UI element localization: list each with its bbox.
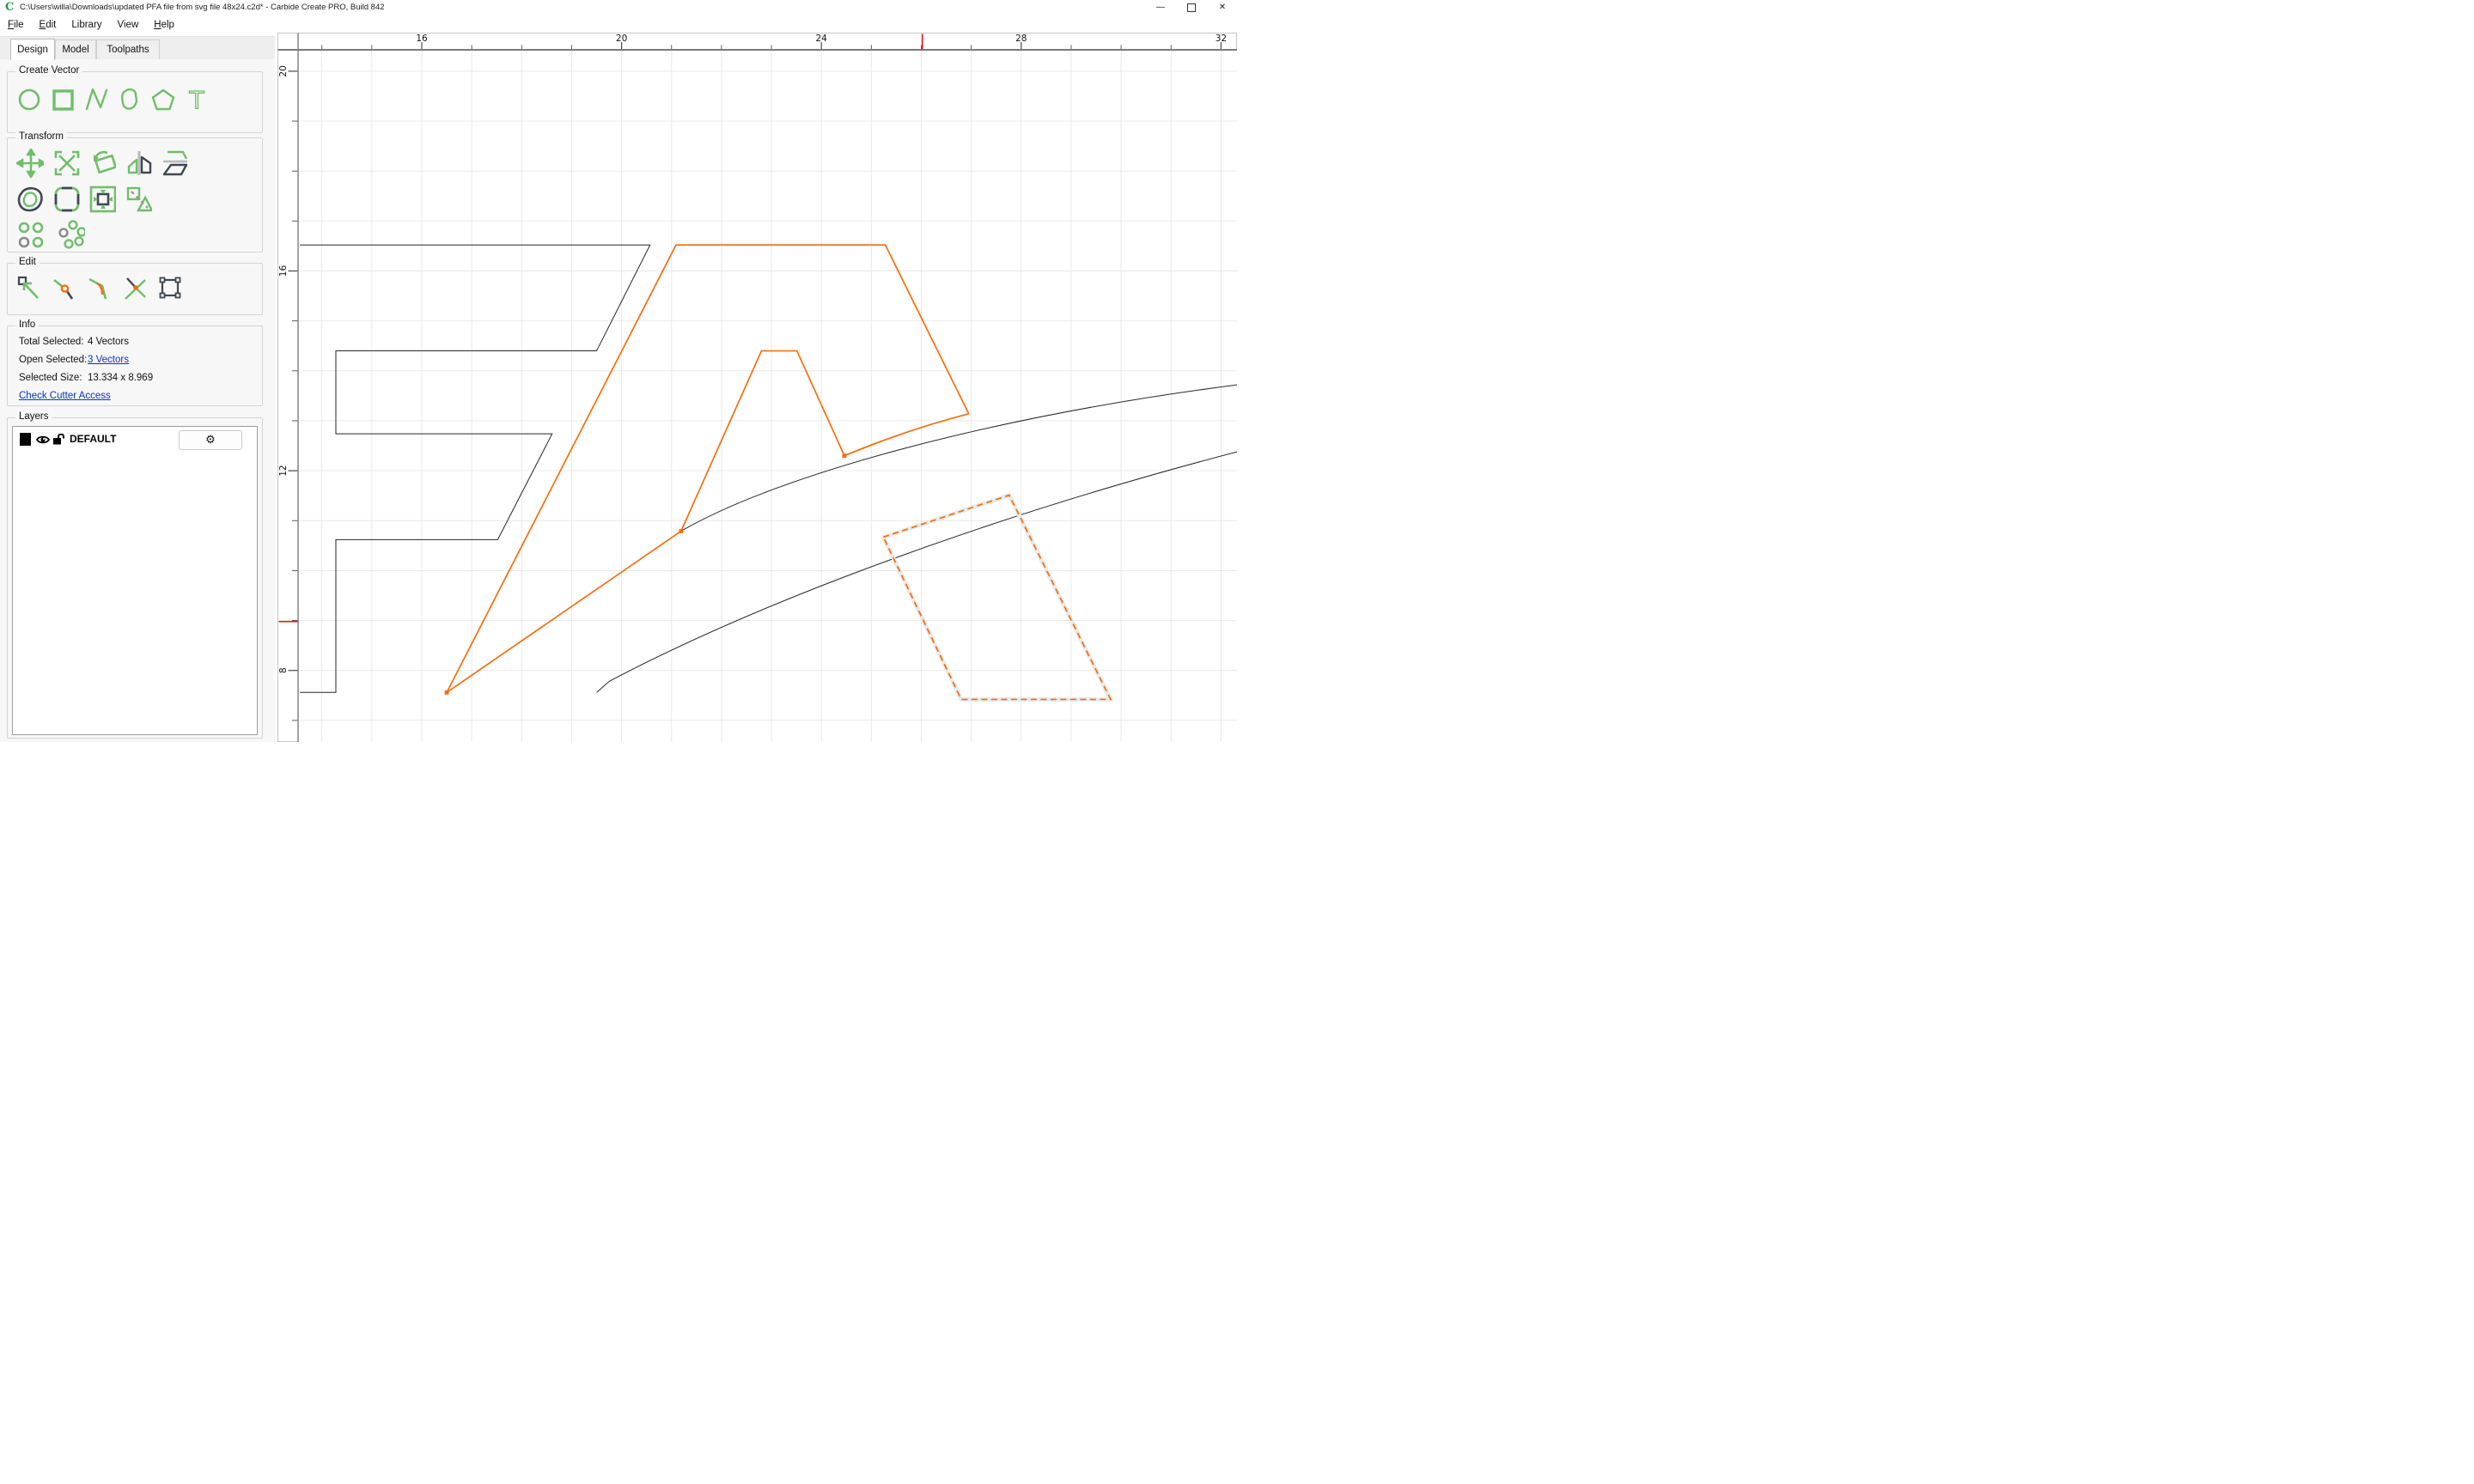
design-canvas[interactable]: 16 20 24 28 32 8 12 16 20: [275, 33, 1237, 742]
tab-design[interactable]: Design: [10, 39, 55, 60]
selected-size-label: Selected Size:: [19, 373, 82, 383]
skew-tool-icon[interactable]: [161, 149, 188, 177]
layer-color-swatch[interactable]: [20, 433, 31, 446]
top-ruler-label: 20: [616, 33, 627, 44]
top-ruler-label: 16: [416, 33, 428, 44]
check-cutter-access-link[interactable]: Check Cutter Access: [19, 391, 111, 401]
top-ruler: [297, 33, 1237, 51]
rectangle-tool-icon[interactable]: [50, 86, 76, 112]
design-sidebar: Create Vector T: [0, 59, 276, 742]
swash-lower-curve[interactable]: [596, 451, 1237, 693]
create-vector-group: Create Vector T: [7, 65, 263, 133]
vector-node-marker[interactable]: [679, 529, 684, 533]
visibility-eye-icon[interactable]: [35, 434, 51, 449]
maximize-icon: [1187, 3, 1196, 12]
nest-tool-icon[interactable]: [88, 186, 116, 213]
move-tool-icon[interactable]: [16, 149, 44, 178]
total-selected-value: 4 Vectors: [88, 337, 129, 347]
layers-list[interactable]: DEFAULT ⚙: [12, 426, 258, 735]
info-group: Info Total Selected: 4 Vectors Open Sele…: [7, 319, 263, 406]
mirror-tool-icon[interactable]: [125, 149, 152, 177]
close-button[interactable]: ✕: [1218, 3, 1227, 12]
menu-library[interactable]: Library: [71, 20, 102, 30]
minimize-button[interactable]: —: [1156, 3, 1165, 12]
group-duplicate-tool-icon[interactable]: [16, 221, 44, 248]
offset-tool-icon[interactable]: [16, 186, 44, 213]
layer-settings-button[interactable]: ⚙: [179, 430, 242, 450]
top-ruler-label: 28: [1015, 33, 1027, 44]
left-ruler-label: 12: [278, 465, 289, 476]
create-vector-label: Create Vector: [15, 65, 83, 76]
circle-tool-icon[interactable]: [16, 86, 42, 112]
polyline-tool-icon[interactable]: [83, 86, 109, 112]
layers-label: Layers: [15, 411, 52, 422]
polygon-tool-icon[interactable]: [150, 86, 176, 112]
letter-a-outer[interactable]: [446, 244, 970, 693]
carbide-create-window: { "window": { "title": "C:\\Users\\willa…: [0, 0, 1237, 742]
letter-a-inner[interactable]: [446, 350, 845, 693]
edit-group: Edit: [7, 257, 263, 315]
swash-upper-curve[interactable]: [680, 384, 1237, 532]
ruler-corner-box: [277, 33, 299, 51]
unlocked-padlock-icon[interactable]: [52, 433, 65, 449]
tab-toolpaths[interactable]: Toolpaths: [96, 40, 160, 59]
transform-group: Transform: [7, 131, 263, 252]
open-selected-label: Open Selected:: [19, 355, 88, 365]
top-ruler-label: 24: [816, 33, 828, 44]
fillet-corners-tool-icon[interactable]: [52, 186, 80, 213]
layer-name: DEFAULT: [70, 433, 117, 445]
resize-nodes-tool-icon[interactable]: [157, 275, 183, 301]
info-label: Info: [15, 319, 40, 330]
top-ruler-label: 32: [1216, 33, 1227, 44]
staircase-outline[interactable]: [299, 244, 651, 693]
menu-view[interactable]: View: [117, 20, 139, 30]
total-selected-label: Total Selected:: [19, 337, 84, 347]
scale-tool-icon[interactable]: [52, 149, 80, 177]
layers-group: Layers DEFAULT ⚙: [7, 411, 263, 739]
menu-help[interactable]: Help: [154, 20, 174, 30]
canvas-svg[interactable]: 16 20 24 28 32 8 12 16 20: [275, 33, 1237, 742]
tab-model[interactable]: Model: [55, 40, 96, 59]
title-bar: C C:\Users\willa\Downloads\updated PFA f…: [0, 0, 1237, 16]
open-selected-link[interactable]: 3 Vectors: [88, 355, 129, 365]
left-ruler-label: 20: [278, 65, 289, 76]
layer-row-default[interactable]: DEFAULT ⚙: [13, 429, 257, 450]
selected-parallelogram-casing[interactable]: [881, 493, 1113, 702]
edit-label: Edit: [15, 257, 40, 267]
gear-icon: ⚙: [205, 433, 216, 446]
fillet-vertex-tool-icon[interactable]: [87, 275, 113, 301]
curve-tool-icon[interactable]: [117, 86, 143, 112]
left-ruler-label: 8: [278, 667, 289, 673]
window-title: C:\Users\willa\Downloads\updated PFA fil…: [20, 3, 385, 12]
boolean-tool-icon[interactable]: [125, 186, 152, 213]
vector-node-marker[interactable]: [444, 690, 449, 695]
maximize-button[interactable]: [1177, 0, 1206, 15]
rotate-tool-icon[interactable]: [88, 149, 116, 177]
selected-parallelogram[interactable]: [882, 494, 1112, 701]
svg-text:T: T: [188, 86, 204, 112]
edit-nodes-tool-icon[interactable]: [52, 275, 77, 301]
node-select-tool-icon[interactable]: [16, 275, 42, 301]
vector-layer: [299, 244, 1237, 702]
vector-node-marker[interactable]: [842, 453, 847, 459]
transform-label: Transform: [15, 131, 67, 142]
text-tool-icon[interactable]: T: [184, 86, 210, 112]
circular-array-tool-icon[interactable]: [58, 220, 85, 249]
carbide-logo-icon: C: [5, 1, 15, 14]
menu-file[interactable]: File: [8, 20, 24, 30]
swash-upper-selected-segment[interactable]: [844, 412, 969, 457]
trim-vectors-tool-icon[interactable]: [122, 275, 148, 301]
left-ruler-label: 16: [278, 265, 289, 277]
tab-bar: Design Model Toolpaths: [0, 36, 275, 61]
menu-edit[interactable]: Edit: [39, 20, 57, 30]
selected-size-value: 13.334 x 8.969: [88, 373, 154, 383]
left-ruler: [277, 49, 299, 742]
